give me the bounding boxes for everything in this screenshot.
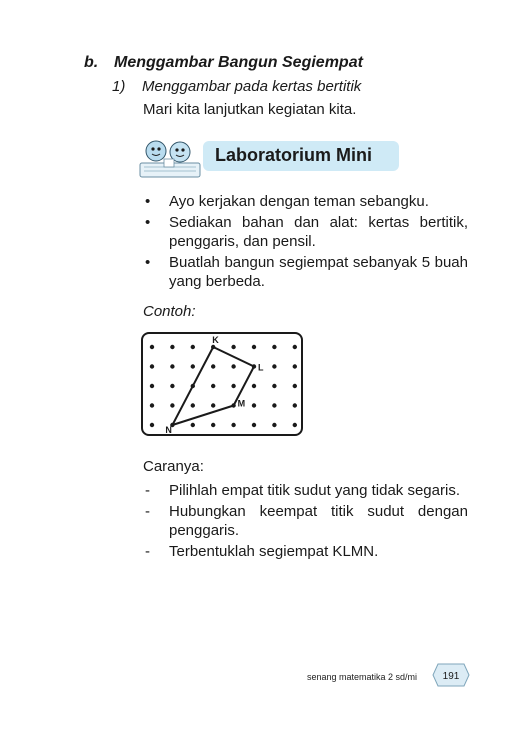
dash-icon: - [145,543,150,560]
vertex-label-n: N [165,425,172,435]
grid-dot [292,422,297,428]
list-item-text: Buatlah bangun segiempat sebanyak 5 buah… [169,254,468,290]
subsection-marker: 1) [112,78,126,95]
subsection-title: Menggambar pada kertas bertitik [142,78,362,95]
grid-dot [292,364,297,369]
step-text: Terbentuklah segiempat KLMN. [169,543,379,560]
bullet-icon: • [145,214,151,231]
quadrilateral-klmn [170,345,256,427]
list-item-text: Sediakan bahan dan alat: kertas bertitik… [169,214,468,250]
grid-dot [149,403,155,408]
grid-dot [292,344,297,350]
vertex-label-m: M [238,399,246,409]
list-item: - Terbentuklah segiempat KLMN. [143,542,468,561]
grid-dot [272,383,277,389]
grid-dot [211,383,216,389]
step-text: Pilihlah empat titik sudut yang tidak se… [169,482,460,499]
grid-dot [251,383,257,389]
dot-paper-figure: K L M N [141,332,303,436]
vertex-labels: K L M N [165,335,264,435]
grid-dot [190,422,195,428]
lab-title-badge: Laboratorium Mini [203,141,399,171]
list-item: - Pilihlah empat titik sudut yang tidak … [143,481,468,500]
example-label: Contoh: [143,303,196,320]
grid-dot [251,344,257,350]
grid-dot [292,383,297,389]
vertex-label-l: L [258,363,264,373]
list-item: • Buatlah bangun segiempat sebanyak 5 bu… [143,253,468,291]
grid-dot [272,364,277,369]
steps-title: Caranya: [143,458,204,475]
grid-dot [292,403,297,408]
section-marker: b. [84,54,99,71]
grid-dot [272,422,277,428]
grid-dot [211,422,216,428]
section-title: Menggambar Bangun Segiempat [114,54,363,71]
list-item: - Hubungkan keempat titik sudut dengan p… [143,502,468,540]
grid-dot [170,403,175,408]
grid-dot [149,344,155,350]
list-item: • Sediakan bahan dan alat: kertas bertit… [143,213,468,251]
grid-dot [149,383,155,389]
vertex-label-k: K [212,335,219,345]
grid-dot [231,364,236,369]
grid-dot [149,422,155,428]
subsection-heading: 1) Menggambar pada kertas bertitik [112,78,361,95]
grid-dot [190,344,195,350]
step-text: Hubungkan keempat titik sudut dengan pen… [169,503,468,539]
dash-icon: - [145,482,150,499]
grid-dot [211,403,216,408]
grid-dot [231,383,236,389]
grid-dot [170,364,175,369]
grid-dot [190,403,195,408]
figure-frame [141,332,303,436]
section-heading: b. Menggambar Bangun Segiempat [84,54,363,72]
lab-title: Laboratorium Mini [215,145,372,165]
grid-dot [190,364,195,369]
grid-dot [170,383,175,389]
footer-book-title: senang matematika 2 sd/mi [307,672,418,682]
list-item-text: Ayo kerjakan dengan teman sebangku. [169,193,429,210]
grid-dot [231,344,236,350]
list-item: • Ayo kerjakan dengan teman sebangku. [143,192,468,211]
dash-icon: - [145,503,150,520]
intro-text: Mari kita lanjutkan kegiatan kita. [143,101,357,118]
grid-dot [251,422,257,428]
page-number: 191 [443,671,460,682]
activity-list: • Ayo kerjakan dengan teman sebangku. • … [143,192,468,293]
grid-dot [272,403,277,408]
page-number-badge: 191 [432,663,470,687]
grid-dot [251,403,257,408]
bullet-icon: • [145,193,151,210]
grid-dot [149,364,155,369]
bullet-icon: • [145,254,151,271]
grid-dot [272,344,277,350]
grid-dot [211,364,216,369]
grid-dot [231,422,236,428]
steps-list: - Pilihlah empat titik sudut yang tidak … [143,481,468,563]
grid-dot [170,344,175,350]
children-at-desk-icon [139,140,201,178]
